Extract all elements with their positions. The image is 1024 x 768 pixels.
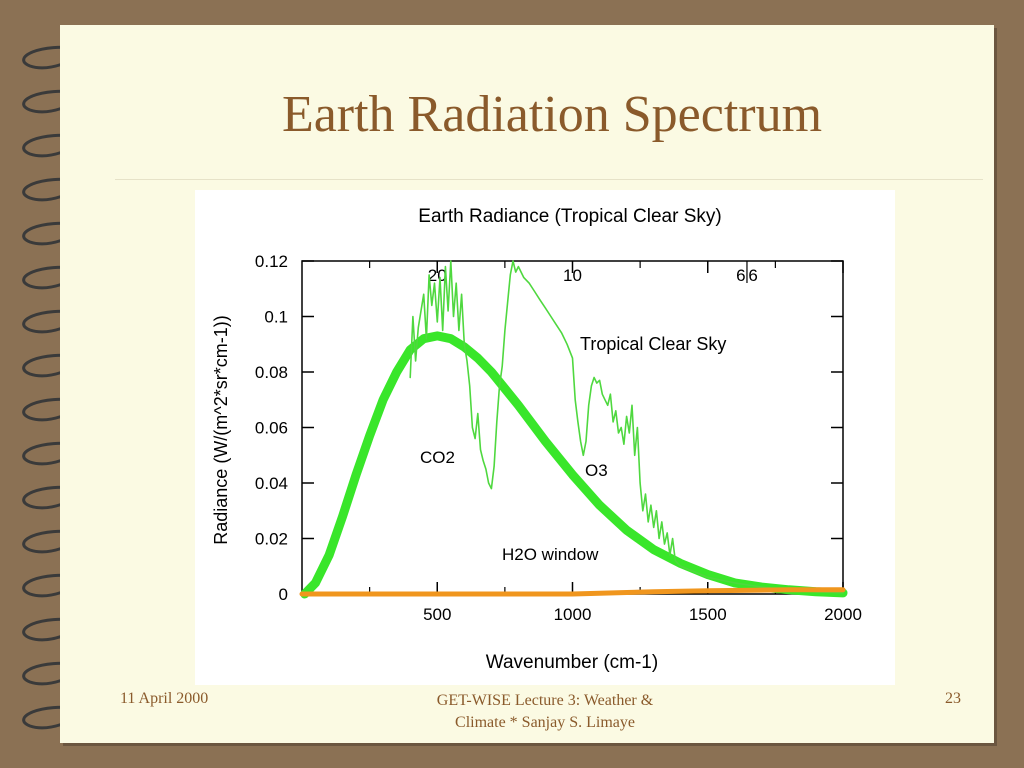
- annotation-tropical-clear-sky: Tropical Clear Sky: [580, 334, 726, 354]
- y-tick-label: 0.06: [255, 419, 288, 438]
- x-tick-label: 2000: [824, 605, 862, 624]
- footer-line-2: Climate * Sanjay S. Limaye: [455, 714, 635, 731]
- y-tick-label: 0.02: [255, 530, 288, 549]
- radiance-chart: Earth Radiance (Tropical Clear Sky) Wave…: [211, 206, 862, 673]
- series-baseline: [299, 587, 846, 597]
- y-tick-label: 0.1: [264, 308, 288, 327]
- x-tick-label: 1500: [689, 605, 727, 624]
- y-tick-label: 0.12: [255, 252, 288, 271]
- x-axis-label: Wavenumber (cm-1): [486, 652, 658, 673]
- y-axis-label: Radiance (W/(m^2*sr*cm-1)): [211, 315, 231, 544]
- chart-image: Earth Radiance (Tropical Clear Sky) Wave…: [195, 190, 895, 685]
- chart-title: Earth Radiance (Tropical Clear Sky): [418, 206, 721, 227]
- slide-title: Earth Radiation Spectrum: [281, 86, 823, 143]
- series-tropical-clear-sky: [409, 260, 844, 594]
- top-tick-label: 6: [736, 266, 745, 285]
- x-tick-label: 1000: [554, 605, 592, 624]
- annotation-co2: CO2: [420, 448, 455, 467]
- title-divider: [115, 179, 983, 180]
- footer-lecture-info: GET-WISE Lecture 3: Weather & Climate * …: [380, 690, 710, 734]
- top-tick-label: 10: [563, 266, 582, 285]
- footer-line-1: GET-WISE Lecture 3: Weather &: [436, 692, 654, 709]
- annotation-o3: O3: [585, 461, 608, 480]
- page-number: 23: [945, 690, 961, 707]
- y-tick-label: 0.04: [255, 474, 288, 493]
- top-tick-label: 20: [428, 266, 447, 285]
- annotation-h2o-window: H2O window: [502, 545, 599, 564]
- y-tick-label: 0.08: [255, 363, 288, 382]
- series-planck-curve: [300, 331, 848, 599]
- top-tick-label: 6: [748, 266, 757, 285]
- x-tick-label: 500: [423, 605, 451, 624]
- footer-date: 11 April 2000: [120, 690, 209, 707]
- y-tick-label: 0: [279, 585, 288, 604]
